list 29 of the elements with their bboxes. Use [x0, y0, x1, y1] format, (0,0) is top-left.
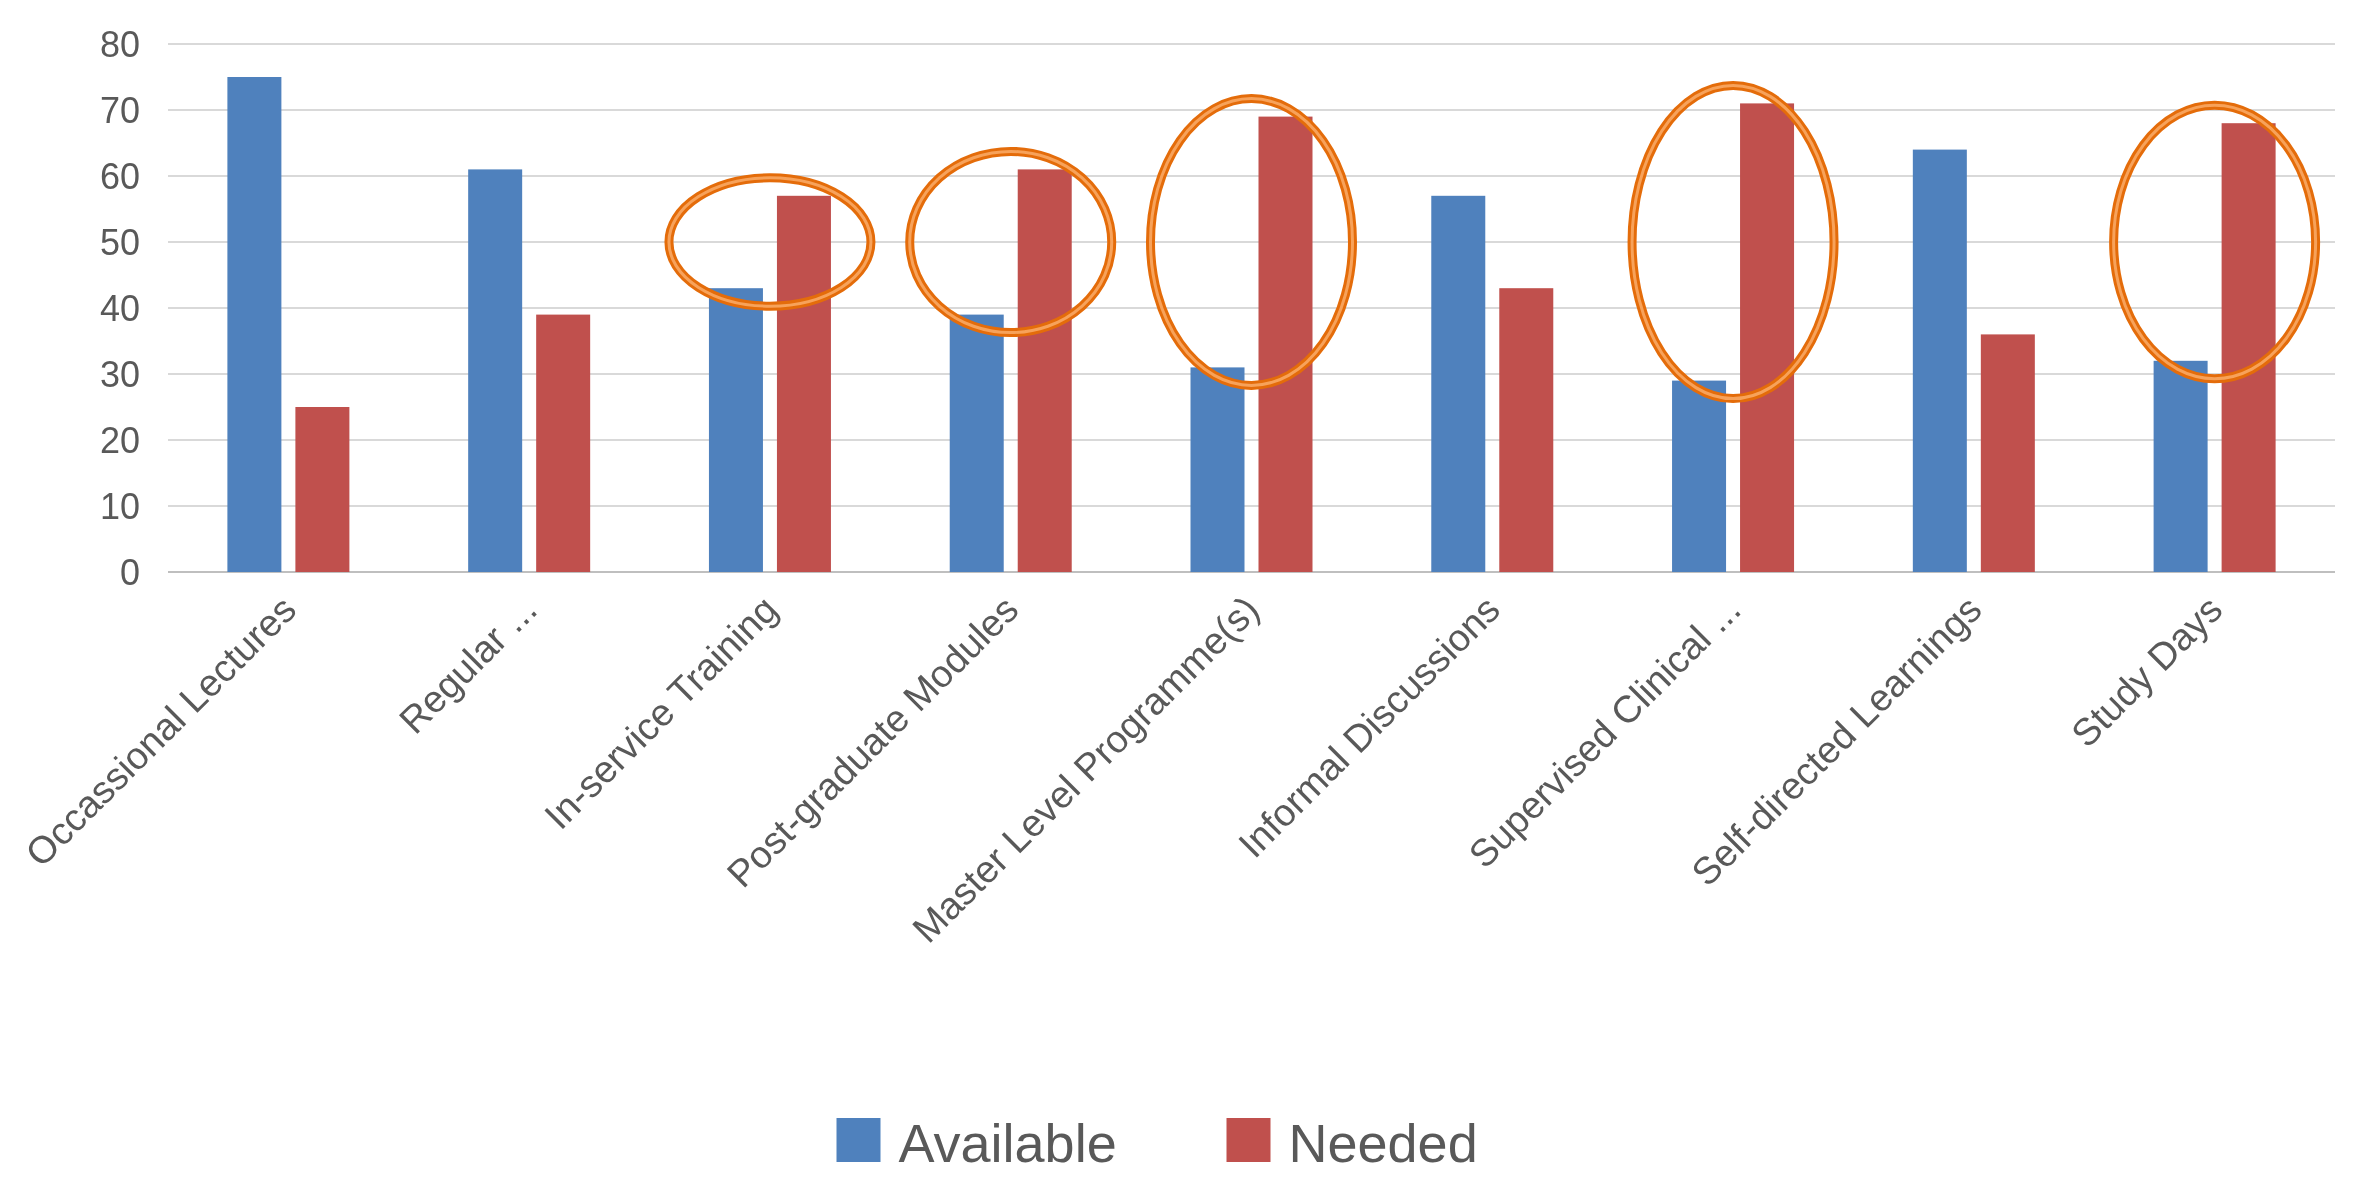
bar [1912, 149, 1967, 572]
bar [1431, 195, 1486, 572]
y-tick-label: 50 [99, 221, 140, 263]
y-tick-label: 30 [99, 353, 140, 395]
y-tick-label: 80 [99, 23, 140, 65]
bar [295, 407, 350, 572]
bar [1740, 103, 1795, 572]
y-tick-label: 10 [99, 485, 140, 527]
bar [1190, 367, 1245, 572]
y-tick-label: 60 [99, 155, 140, 197]
bar [1017, 169, 1072, 572]
legend-label: Needed [1288, 1113, 1478, 1173]
bar [949, 314, 1004, 572]
y-tick-label: 20 [99, 419, 140, 461]
y-tick-label: 70 [99, 89, 140, 131]
bar [2153, 360, 2208, 572]
y-tick-label: 0 [119, 551, 140, 593]
bar [1258, 116, 1313, 572]
bar [536, 314, 591, 572]
y-tick-label: 40 [99, 287, 140, 329]
legend-label: Available [898, 1113, 1117, 1173]
bar [227, 77, 282, 572]
bar [1980, 334, 2035, 572]
bar [708, 288, 763, 572]
bar [1672, 380, 1727, 572]
bar [776, 195, 831, 572]
bar [468, 169, 523, 572]
bar [2221, 123, 2276, 572]
bar [1499, 288, 1554, 572]
